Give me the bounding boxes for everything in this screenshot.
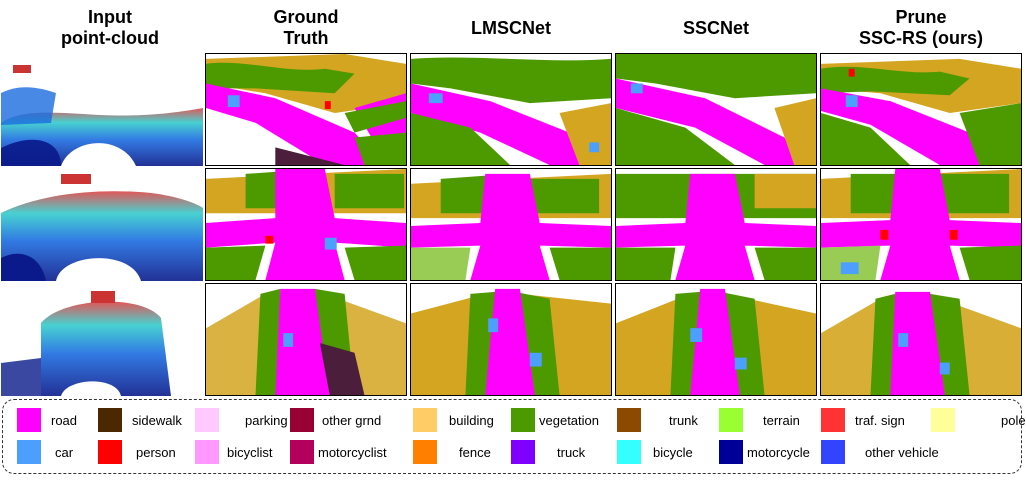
legend-swatch	[17, 408, 41, 432]
legend-label: person	[136, 444, 176, 460]
legend-label: sidewalk	[132, 412, 182, 428]
legend-swatch	[195, 408, 219, 432]
legend-item-vegetation: vegetation	[511, 408, 599, 432]
column-header-lmscnet: LMSCNet	[410, 4, 612, 52]
legend-item-car: car	[17, 440, 73, 464]
legend-label: bicycle	[653, 444, 693, 460]
legend-label: fence	[459, 444, 491, 460]
legend-label: motorcyclist	[318, 444, 387, 460]
legend-swatch	[413, 440, 437, 464]
column-header-line: SSCNet	[682, 17, 749, 38]
ground-truth-row-3	[205, 283, 407, 396]
input-point-cloud-row-3	[0, 283, 204, 396]
legend-label: terrain	[763, 412, 800, 428]
legend-item-truck: truck	[511, 440, 585, 464]
legend-item-other-grnd: other grnd	[290, 408, 381, 432]
input-point-cloud-row-1	[0, 53, 204, 166]
legend-item-pole: pole	[931, 408, 1026, 432]
legend-swatch	[511, 408, 535, 432]
column-header-ground-truth: Ground Truth	[205, 4, 407, 52]
lmscnet-row-2	[410, 168, 612, 281]
legend-label: car	[55, 444, 74, 460]
legend-item-bicyclist: bicyclist	[195, 440, 273, 464]
legend-label: building	[449, 412, 494, 428]
legend-swatch	[617, 408, 641, 432]
legend-item-road: road	[17, 408, 77, 432]
column-header-line: point-cloud	[61, 28, 159, 48]
legend-swatch	[195, 440, 219, 464]
column-header-line: SSC-RS (ours)	[858, 28, 983, 48]
legend-item-traf-sign: traf. sign	[821, 408, 905, 432]
legend-swatch	[413, 408, 437, 432]
legend-label: pole	[1001, 412, 1026, 428]
column-header-line: LMSCNet	[471, 17, 551, 38]
ground-truth-row-1	[205, 53, 407, 166]
legend-item-trunk: trunk	[617, 408, 698, 432]
sscnet-row-1	[615, 53, 817, 166]
legend-swatch	[98, 440, 122, 464]
legend-swatch	[719, 440, 743, 464]
legend-swatch	[931, 408, 955, 432]
class-legend: road sidewalk parking other grnd buildin…	[2, 399, 1026, 474]
legend-label: trunk	[669, 412, 698, 428]
legend-label: road	[51, 412, 78, 428]
legend-item-person: person	[98, 440, 176, 464]
ground-truth-row-2	[205, 168, 407, 281]
legend-swatch	[719, 408, 743, 432]
legend-item-other-vehicle: other vehicle	[821, 440, 939, 464]
prune-ssc-rs-row-1	[820, 53, 1022, 166]
legend-item-bicycle: bicycle	[617, 440, 693, 464]
legend-swatch	[290, 440, 314, 464]
legend-label: vegetation	[539, 412, 599, 428]
prune-ssc-rs-row-3	[820, 283, 1022, 396]
legend-label: bicyclist	[227, 444, 273, 460]
column-header-sscnet: SSCNet	[615, 4, 817, 52]
input-point-cloud-row-2	[0, 168, 204, 281]
legend-label: traf. sign	[855, 412, 905, 428]
column-header-line: Ground	[273, 7, 339, 27]
legend-label: other vehicle	[865, 444, 939, 460]
legend-item-motorcyclist: motorcyclist	[290, 440, 387, 464]
legend-label: truck	[557, 444, 586, 460]
column-header-line: Truth	[283, 28, 329, 48]
legend-item-fence: fence	[413, 440, 491, 464]
legend-swatch	[821, 440, 845, 464]
legend-swatch	[821, 408, 845, 432]
legend-label: motorcycle	[747, 444, 810, 460]
legend-swatch	[617, 440, 641, 464]
legend-swatch	[98, 408, 122, 432]
legend-item-building: building	[413, 408, 494, 432]
sscnet-row-2	[615, 168, 817, 281]
legend-item-sidewalk: sidewalk	[98, 408, 182, 432]
lmscnet-row-1	[410, 53, 612, 166]
legend-swatch	[17, 440, 41, 464]
column-header-input: Input point-cloud	[15, 4, 205, 52]
legend-item-motorcycle: motorcycle	[719, 440, 810, 464]
legend-item-parking: parking	[195, 408, 288, 432]
legend-swatch	[290, 408, 314, 432]
column-header-line: Input	[88, 7, 132, 27]
sscnet-row-3	[615, 283, 817, 396]
legend-label: other grnd	[322, 412, 382, 428]
lmscnet-row-3	[410, 283, 612, 396]
legend-swatch	[511, 440, 535, 464]
legend-label: parking	[245, 412, 288, 428]
column-header-line: Prune	[895, 7, 947, 27]
column-header-prune-ssc-rs: Prune SSC-RS (ours)	[820, 4, 1022, 52]
legend-item-terrain: terrain	[719, 408, 800, 432]
prune-ssc-rs-row-2	[820, 168, 1022, 281]
